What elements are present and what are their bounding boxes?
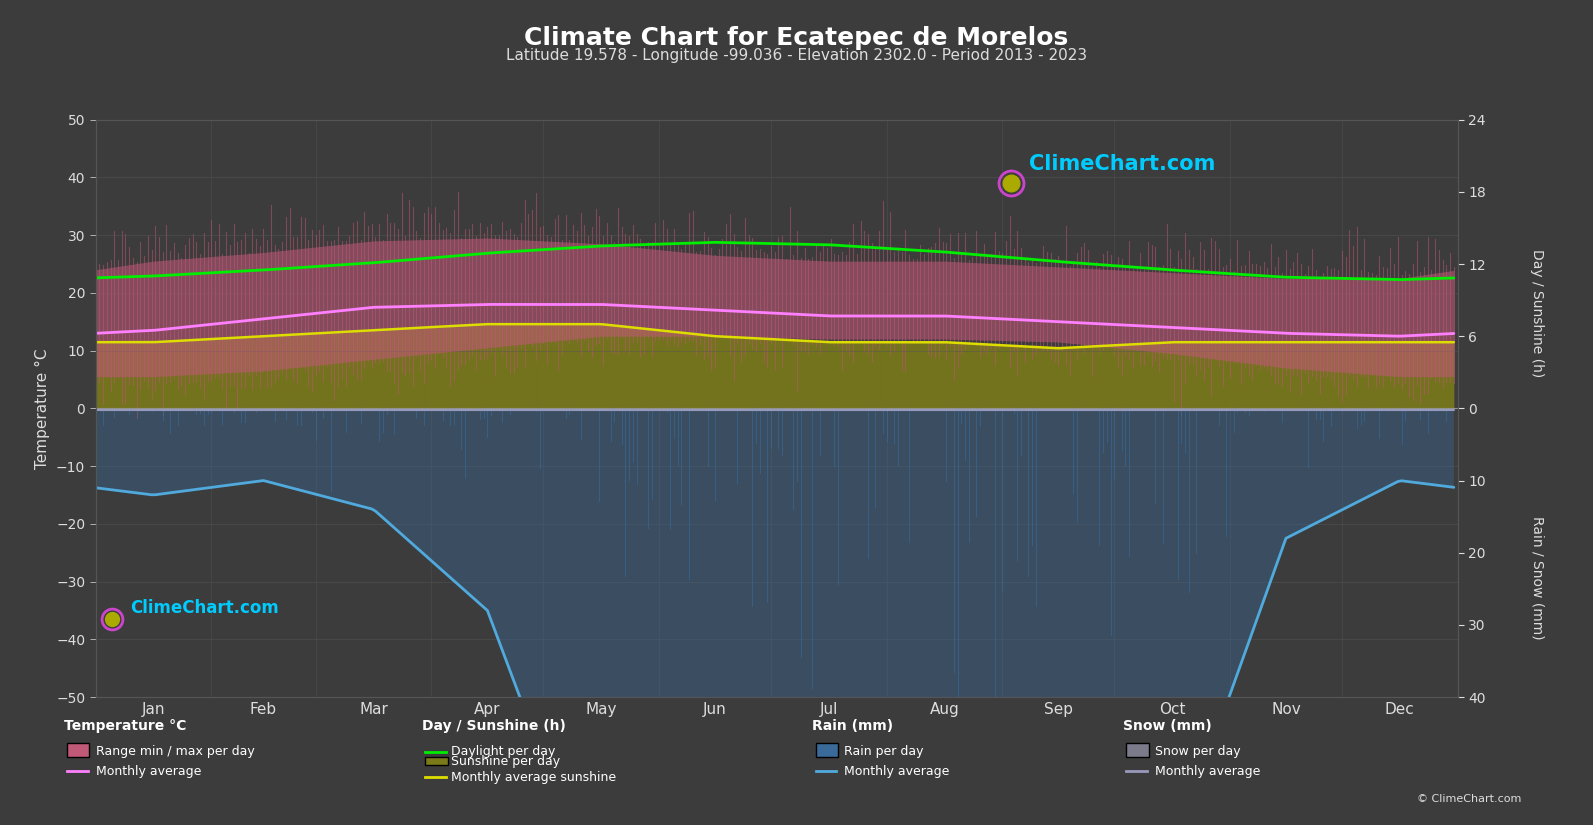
- Text: Daylight per day: Daylight per day: [451, 745, 556, 758]
- Text: Monthly average: Monthly average: [1155, 765, 1260, 778]
- Text: Monthly average sunshine: Monthly average sunshine: [451, 771, 616, 784]
- Text: Snow (mm): Snow (mm): [1123, 719, 1212, 733]
- Text: ClimeChart.com: ClimeChart.com: [1029, 154, 1215, 174]
- Text: Rain / Snow (mm): Rain / Snow (mm): [1531, 516, 1544, 639]
- Y-axis label: Day / Sunshine (h): Day / Sunshine (h): [0, 344, 14, 473]
- Text: Range min / max per day: Range min / max per day: [96, 745, 255, 758]
- Text: Day / Sunshine (h): Day / Sunshine (h): [1531, 249, 1544, 378]
- Text: ClimeChart.com: ClimeChart.com: [129, 599, 279, 617]
- Text: Monthly average: Monthly average: [96, 765, 201, 778]
- Text: Rain per day: Rain per day: [844, 745, 924, 758]
- Text: Day / Sunshine (h): Day / Sunshine (h): [422, 719, 566, 733]
- Text: Monthly average: Monthly average: [844, 765, 949, 778]
- Text: Temperature °C: Temperature °C: [64, 719, 186, 733]
- Y-axis label: Temperature °C: Temperature °C: [35, 348, 51, 469]
- Text: Latitude 19.578 - Longitude -99.036 - Elevation 2302.0 - Period 2013 - 2023: Latitude 19.578 - Longitude -99.036 - El…: [507, 48, 1086, 63]
- Text: Sunshine per day: Sunshine per day: [451, 755, 561, 768]
- Text: Climate Chart for Ecatepec de Morelos: Climate Chart for Ecatepec de Morelos: [524, 26, 1069, 50]
- Y-axis label: Rain / Snow (mm): Rain / Snow (mm): [0, 346, 14, 470]
- Text: © ClimeChart.com: © ClimeChart.com: [1416, 794, 1521, 804]
- Text: Rain (mm): Rain (mm): [812, 719, 894, 733]
- Text: Snow per day: Snow per day: [1155, 745, 1241, 758]
